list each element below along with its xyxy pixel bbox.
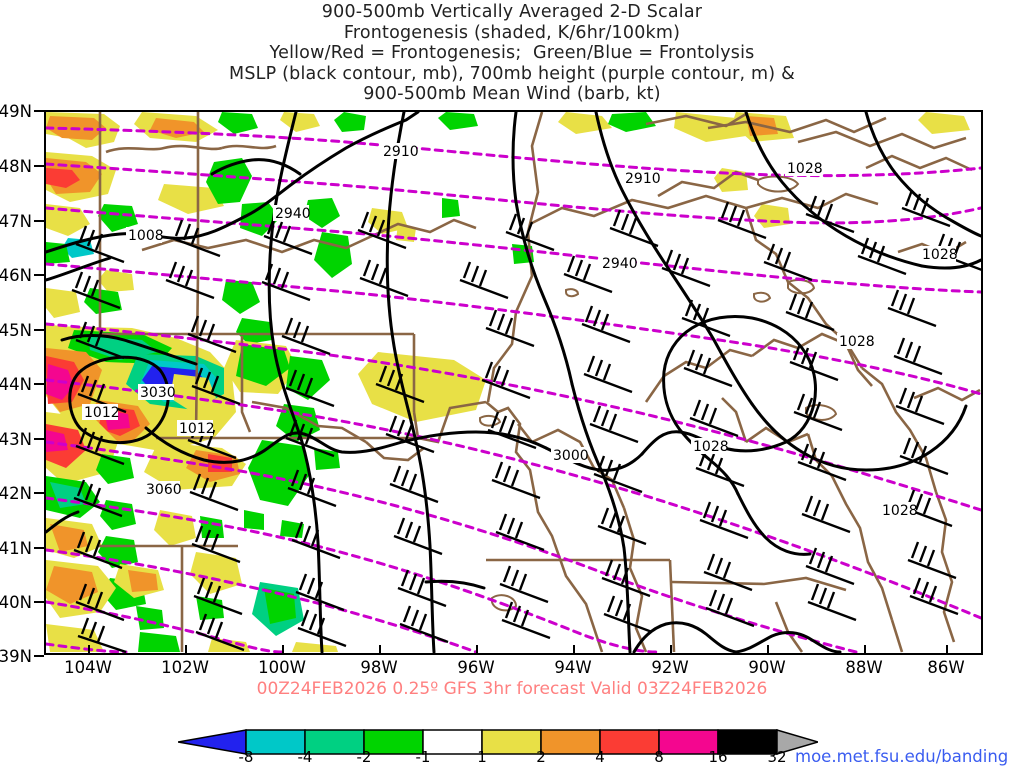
wind-barbs	[71, 189, 981, 653]
x-axis-label: 90W	[748, 658, 786, 677]
mslp-label-text: 1008	[128, 228, 164, 244]
height-label: 3030	[138, 384, 176, 401]
y-axis-label: 42N	[0, 484, 32, 503]
colorbar-band	[481, 729, 542, 755]
y-axis-label: 40N	[0, 593, 32, 612]
height-label-text: 3060	[146, 482, 182, 498]
mslp-label-text: 1012	[84, 405, 120, 421]
mslp-label: 1028	[785, 160, 823, 177]
colorbar-tick: 1	[477, 748, 487, 766]
colorbar-band	[245, 729, 306, 755]
mslp-label: 1028	[920, 246, 958, 263]
y-axis-label: 39N	[0, 647, 32, 666]
colorbar-tick: 16	[708, 748, 728, 766]
colorbar-tick: -8	[238, 748, 254, 766]
colorbar-band	[304, 729, 365, 755]
height-label-text: 2940	[602, 256, 638, 272]
mslp-label: 1028	[691, 438, 729, 455]
x-axis-label: 92W	[651, 658, 689, 677]
y-axis-label: 45N	[0, 321, 32, 340]
mslp-label: 1008	[126, 227, 164, 244]
colorbar-band	[717, 729, 778, 755]
mslp-label: 1028	[880, 502, 918, 519]
x-axis-label: 86W	[927, 658, 965, 677]
y-axis-label: 48N	[0, 157, 32, 176]
x-axis-label: 88W	[845, 658, 883, 677]
title-line-1: 900-500mb Vertically Averaged 2-D Scalar	[321, 2, 703, 22]
height-label-text: 3030	[140, 385, 176, 401]
title-line-3: Yellow/Red = Frontogenesis; Green/Blue =…	[269, 43, 755, 63]
height-label-text: 2910	[625, 171, 661, 187]
y-axis-label: 43N	[0, 430, 32, 449]
colorbar-band	[540, 729, 601, 755]
title-line-2: Frontogenesis (shaded, K/6hr/100km)	[343, 22, 681, 43]
figure-title: 900-500mb Vertically Averaged 2-D Scalar…	[0, 2, 1024, 105]
mslp-label: 1012	[177, 420, 215, 437]
height-label: 3000	[551, 447, 589, 464]
colorbar-band	[422, 729, 483, 755]
title-line-4: MSLP (black contour, mb), 700mb height (…	[229, 63, 795, 84]
colorbar-tick: -4	[297, 748, 313, 766]
mslp-label-text: 1028	[787, 161, 823, 177]
x-axis-label: 96W	[457, 658, 495, 677]
y-axis-label: 46N	[0, 266, 32, 285]
mslp-label: 1028	[837, 333, 875, 350]
x-axis-label: 102W	[161, 658, 209, 677]
colorbar[interactable]	[178, 728, 818, 762]
map-plot-area[interactable]: 1008 1012 1012 1028 1028	[44, 110, 983, 655]
y-axis-label: 41N	[0, 539, 32, 558]
colorbar-band	[599, 729, 660, 755]
mslp-label-text: 1028	[693, 439, 729, 455]
y-axis-label: 49N	[0, 102, 32, 121]
y-axis-label: 47N	[0, 212, 32, 231]
height-label-text: 3000	[553, 448, 589, 464]
x-axis-label: 100W	[258, 658, 306, 677]
height-label-text: 2940	[275, 206, 311, 222]
colorbar-tick: 2	[536, 748, 546, 766]
colorbar-tick: -2	[356, 748, 372, 766]
mslp-label-text: 1028	[922, 247, 958, 263]
site-watermark[interactable]: moe.met.fsu.edu/banding	[795, 747, 1009, 766]
contour-label-group: 1008 1012 1012 1028 1028	[82, 143, 958, 519]
x-axis-label: 98W	[360, 658, 398, 677]
height-label: 3060	[144, 481, 182, 498]
colorbar-tick: -1	[415, 748, 431, 766]
colorbar-over-arrow	[776, 728, 818, 756]
colorbar-tick: 32	[767, 748, 787, 766]
y-axis-label: 44N	[0, 375, 32, 394]
height-label: 2910	[381, 143, 419, 160]
map-canvas: 1008 1012 1012 1028 1028	[46, 112, 981, 653]
mslp-label-text: 1012	[179, 421, 215, 437]
valid-time-caption: 00Z24FEB2026 0.25º GFS 3hr forecast Vali…	[256, 679, 768, 699]
mslp-label-text: 1028	[882, 503, 918, 519]
x-axis-label: 94W	[554, 658, 592, 677]
height-label: 2910	[623, 170, 661, 187]
mslp-label: 1012	[82, 404, 120, 421]
height-label: 2940	[273, 205, 311, 222]
x-axis-label: 104W	[64, 658, 112, 677]
colorbar-tick: 8	[654, 748, 664, 766]
title-line-5: 900-500mb Mean Wind (barb, kt)	[363, 84, 661, 104]
mslp-label-text: 1028	[839, 334, 875, 350]
height-label: 2940	[600, 255, 638, 272]
colorbar-tick: 4	[595, 748, 605, 766]
colorbar-band	[363, 729, 424, 755]
height-label-text: 2910	[383, 144, 419, 160]
